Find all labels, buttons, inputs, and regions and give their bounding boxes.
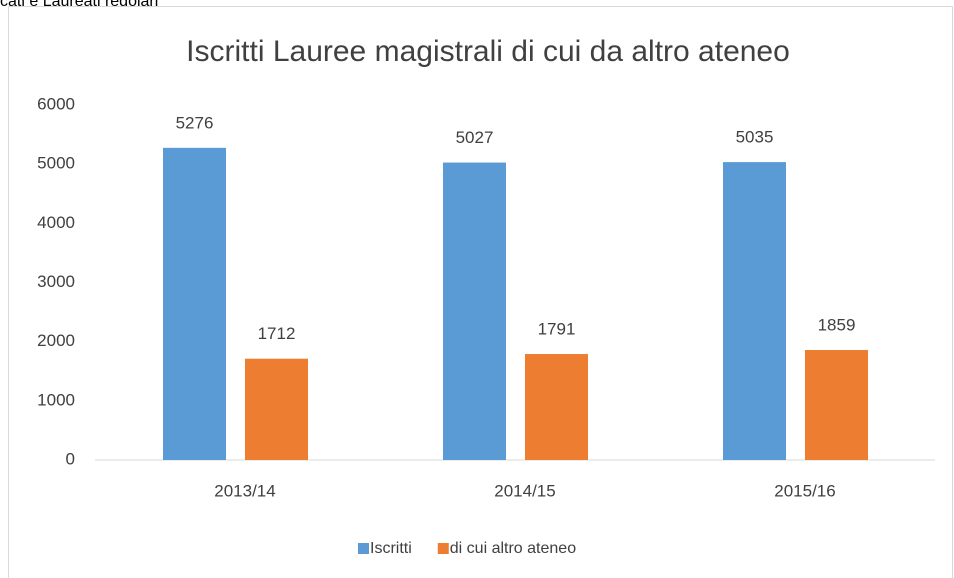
y-tick-label: 0 [66,449,75,468]
bar [163,147,226,460]
data-label: 1791 [538,320,576,339]
data-label: 1859 [818,315,856,334]
x-tick-label: 2013/14 [214,481,275,500]
data-label: 5276 [176,113,214,132]
y-tick-label: 5000 [37,154,75,173]
legend-swatch [358,543,369,554]
y-tick-label: 4000 [37,213,75,232]
bar [443,162,506,461]
bar [805,350,868,460]
y-tick-label: 1000 [37,390,75,409]
y-tick-label: 6000 [37,94,75,113]
bar [245,358,308,460]
data-label: 5027 [456,128,494,147]
x-tick-label: 2014/15 [494,481,555,500]
legend-label: Iscritti [370,540,412,557]
bar [525,354,588,460]
data-label: 5035 [736,128,774,147]
y-tick-label: 2000 [37,331,75,350]
bar [723,162,786,461]
legend-swatch [437,543,449,554]
x-tick-label: 2015/16 [774,481,835,500]
data-label: 1712 [258,324,296,343]
legend-label: di cui altro ateneo [450,540,576,557]
y-tick-label: 3000 [37,272,75,291]
chart-title: Iscritti Lauree magistrali di cui da alt… [186,35,790,68]
header-text: cati e Laureati regolari [0,0,158,10]
